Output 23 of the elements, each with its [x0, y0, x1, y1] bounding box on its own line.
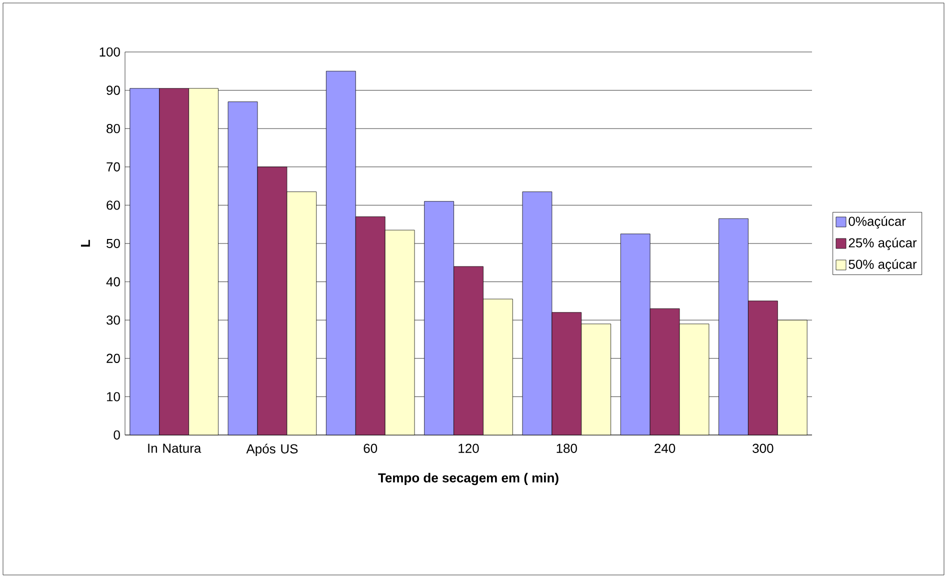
y-tick-label: 0: [114, 430, 120, 440]
x-tick-label: 240: [654, 444, 676, 453]
y-tick-label: 90: [106, 86, 120, 95]
x-tick-label: 120: [458, 444, 479, 453]
y-tick-label: 50: [106, 238, 120, 248]
y-tick-label: 70: [106, 162, 120, 172]
x-tick-label: In Natura: [148, 444, 202, 453]
y-tick-label: 40: [106, 277, 120, 286]
x-tick-label: 180: [556, 444, 577, 453]
y-tick-label: 20: [106, 354, 120, 363]
x-tick-label: Após US: [246, 444, 298, 456]
legend-label: 0%açúcar: [848, 216, 906, 229]
y-tick-label: 10: [107, 392, 120, 402]
y-tick-label: 80: [106, 124, 120, 134]
y-tick-label: 100: [100, 47, 120, 57]
legend-label: 25% açúcar: [848, 238, 917, 250]
x-tick-label: 300: [752, 444, 774, 453]
x-tick-label: 60: [364, 444, 378, 453]
x-axis-title: Tempo de secagem em ( min): [378, 472, 558, 486]
y-axis-title: L: [80, 240, 90, 247]
y-tick-label: 60: [106, 200, 120, 210]
legend-label: 50% açúcar: [848, 259, 917, 272]
y-tick-label: 30: [106, 315, 120, 325]
